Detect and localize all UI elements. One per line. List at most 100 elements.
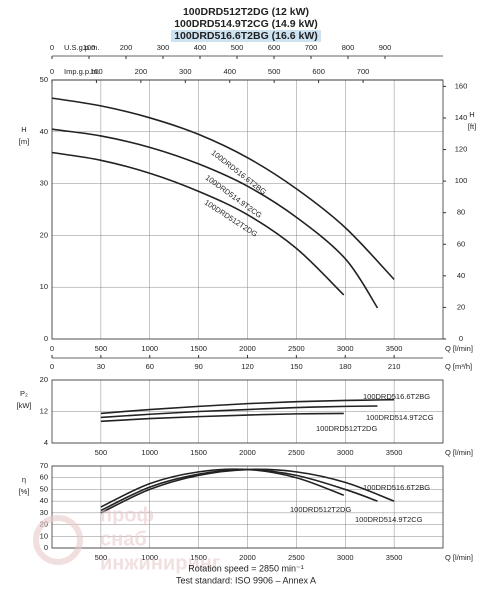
x4-tick-label: 150 bbox=[290, 362, 303, 371]
y-axis-label: P₂ bbox=[20, 389, 28, 398]
x-tick-label: 0 bbox=[50, 344, 54, 353]
y2-tick-label: 100 bbox=[455, 176, 468, 185]
x-tick-label: 1500 bbox=[190, 448, 207, 457]
title-highlight bbox=[171, 30, 321, 42]
x-tick-label: 2000 bbox=[239, 448, 256, 457]
plot-frame bbox=[51, 465, 444, 549]
footer: Rotation speed = 2850 min⁻¹ bbox=[188, 563, 304, 573]
x3-tick-label: 700 bbox=[357, 67, 370, 76]
x-axis-label: Q [l/min] bbox=[445, 553, 473, 562]
x-tick-label: 3500 bbox=[386, 344, 403, 353]
x-tick-label: 3500 bbox=[386, 448, 403, 457]
x-tick-label: 500 bbox=[95, 344, 108, 353]
y-tick-label: 20 bbox=[40, 375, 48, 384]
watermark-text: проф bbox=[100, 504, 154, 526]
curve-label: 100DRD514.9T2CG bbox=[355, 515, 423, 524]
curve-label: 100DRD514.9T2CG bbox=[366, 413, 434, 422]
x2-tick-label: 0 bbox=[50, 43, 54, 52]
x2-axis-label: U.S.g.p.m. bbox=[64, 43, 99, 52]
x-axis-label: Q [l/min] bbox=[445, 344, 473, 353]
x2-tick-label: 500 bbox=[231, 43, 244, 52]
title: 100DRD512T2DG (12 kW) bbox=[183, 6, 309, 18]
x3-tick-label: 0 bbox=[50, 67, 54, 76]
x4-tick-label: 0 bbox=[50, 362, 54, 371]
y2-tick-label: 60 bbox=[457, 239, 465, 248]
x4-tick-label: 210 bbox=[388, 362, 401, 371]
y-tick-label: 50 bbox=[40, 75, 48, 84]
x3-tick-label: 300 bbox=[179, 67, 192, 76]
watermark-logo bbox=[33, 515, 83, 565]
y-tick-label: 60 bbox=[40, 473, 48, 482]
watermark-text: инжиниринг bbox=[100, 552, 220, 574]
y-tick-label: 10 bbox=[40, 282, 48, 291]
x-tick-label: 1000 bbox=[141, 448, 158, 457]
y2-tick-label: 0 bbox=[459, 334, 463, 343]
x-tick-label: 2500 bbox=[288, 344, 305, 353]
y-tick-label: 70 bbox=[40, 461, 48, 470]
y2-tick-label: 140 bbox=[455, 113, 468, 122]
curve bbox=[51, 151, 345, 296]
x2-tick-label: 400 bbox=[194, 43, 207, 52]
y2-tick-label: 20 bbox=[457, 302, 465, 311]
x3-tick-label: 200 bbox=[135, 67, 148, 76]
x3-tick-label: 500 bbox=[268, 67, 281, 76]
curve-label: 100DRD516.6T2BG bbox=[363, 392, 430, 401]
x-tick-label: 1500 bbox=[190, 553, 207, 562]
x4-tick-label: 90 bbox=[194, 362, 202, 371]
x3-tick-label: 400 bbox=[223, 67, 236, 76]
curve bbox=[100, 412, 344, 423]
x4-tick-label: 60 bbox=[146, 362, 154, 371]
y-axis-label: [kW] bbox=[17, 401, 32, 410]
x-tick-label: 1500 bbox=[190, 344, 207, 353]
y-tick-label: 0 bbox=[44, 543, 48, 552]
footer: Test standard: ISO 9906 – Annex A bbox=[176, 575, 316, 585]
x-axis-label: Q [l/min] bbox=[445, 448, 473, 457]
curve bbox=[51, 97, 395, 280]
x2-tick-label: 200 bbox=[120, 43, 133, 52]
x-tick-label: 2000 bbox=[239, 553, 256, 562]
x4-tick-label: 30 bbox=[97, 362, 105, 371]
x3-tick-label: 100 bbox=[90, 67, 103, 76]
curve-label: 100DRD512T2DG bbox=[290, 505, 351, 514]
y2-axis-label: H bbox=[469, 110, 474, 119]
x-tick-label: 1000 bbox=[141, 344, 158, 353]
x-tick-label: 500 bbox=[95, 448, 108, 457]
x2-tick-label: 700 bbox=[305, 43, 318, 52]
y-tick-label: 20 bbox=[40, 230, 48, 239]
x-tick-label: 3000 bbox=[337, 448, 354, 457]
plot-frame bbox=[51, 379, 444, 444]
y-tick-label: 12 bbox=[40, 406, 48, 415]
y-tick-label: 30 bbox=[40, 179, 48, 188]
x4-tick-label: 180 bbox=[339, 362, 352, 371]
y-tick-label: 4 bbox=[44, 438, 48, 447]
y2-tick-label: 40 bbox=[457, 271, 465, 280]
curve bbox=[100, 468, 345, 508]
watermark-text: снаб bbox=[100, 528, 147, 550]
y-axis-label: [%] bbox=[19, 487, 30, 496]
x-tick-label: 1000 bbox=[141, 553, 158, 562]
curve-label: 100DRD512T2DG bbox=[316, 424, 377, 433]
x3-axis-label: Imp.g.p.m. bbox=[64, 67, 99, 76]
title: 100DRD516.6T2BG (16.6 kW) bbox=[174, 30, 318, 42]
y-axis-label: [m] bbox=[19, 137, 29, 146]
curve bbox=[100, 398, 395, 415]
y-tick-label: 0 bbox=[44, 334, 48, 343]
x2-tick-label: 300 bbox=[157, 43, 170, 52]
x-tick-label: 2000 bbox=[239, 344, 256, 353]
x-tick-label: 2500 bbox=[288, 553, 305, 562]
x-tick-label: 500 bbox=[95, 553, 108, 562]
title: 100DRD514.9T2CG (14.9 kW) bbox=[174, 18, 318, 30]
x4-tick-label: 120 bbox=[241, 362, 254, 371]
y-axis-label: η bbox=[22, 475, 26, 484]
x-tick-label: 3000 bbox=[337, 344, 354, 353]
y2-axis-label: [ft] bbox=[468, 122, 476, 131]
x2-tick-label: 600 bbox=[268, 43, 281, 52]
curve bbox=[100, 405, 378, 419]
y-tick-label: 40 bbox=[40, 127, 48, 136]
curve bbox=[51, 128, 379, 309]
y-tick-label: 10 bbox=[40, 531, 48, 540]
y-axis-label: H bbox=[21, 125, 26, 134]
y-tick-label: 50 bbox=[40, 484, 48, 493]
x2-tick-label: 100 bbox=[83, 43, 96, 52]
